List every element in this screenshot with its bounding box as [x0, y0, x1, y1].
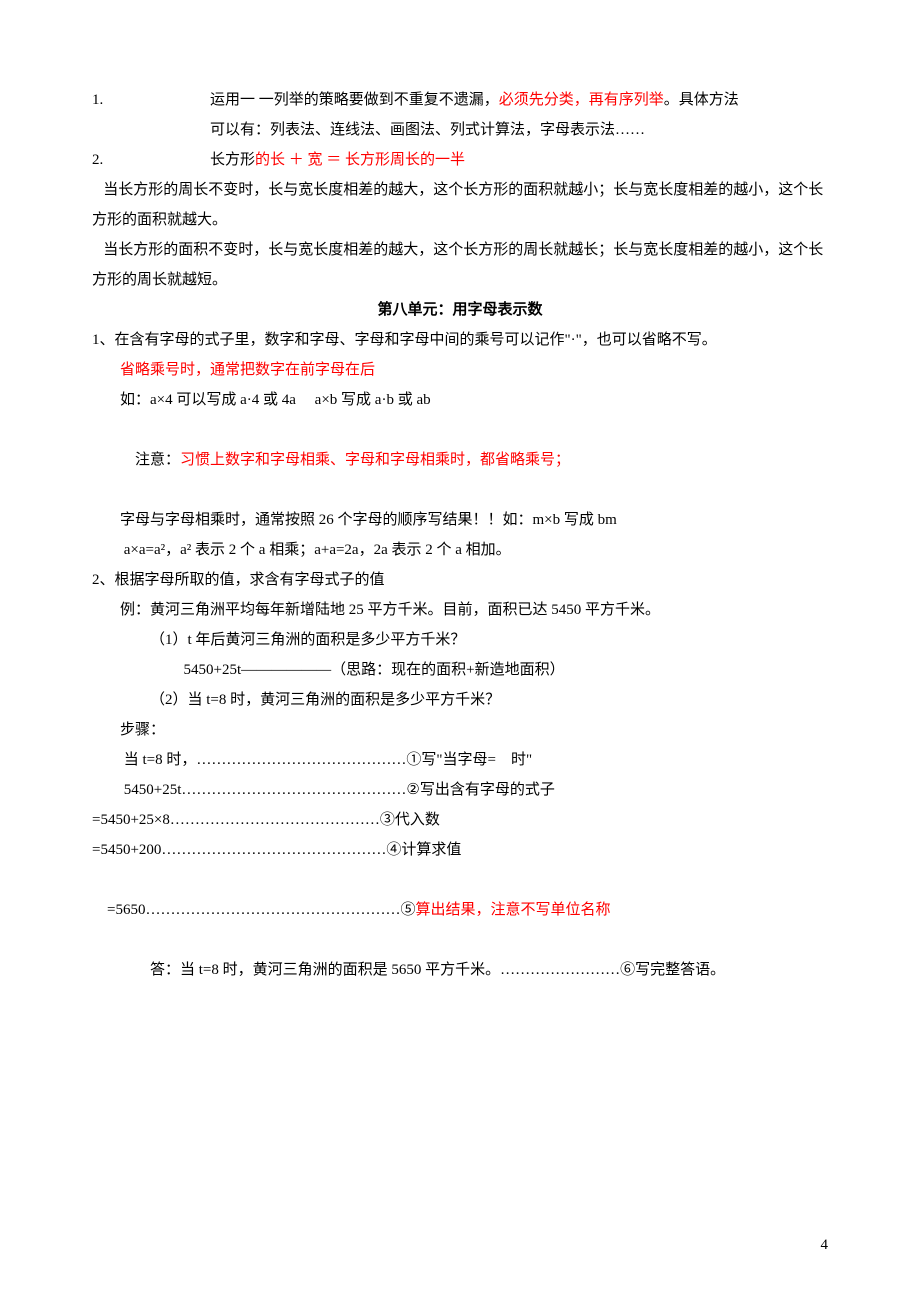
item-text: 可以有：列表法、连线法、画图法、列式计算法，字母表示法……	[210, 115, 828, 145]
question-2: （2）当 t=8 时，黄河三角洲的面积是多少平方千米？	[92, 685, 828, 715]
question-1-answer: 5450+25t——————（思路：现在的面积+新造地面积）	[92, 655, 828, 685]
step-5-pre: =5650……………………………………………⑤	[107, 902, 415, 918]
section-1-line: 1、在含有字母的式子里，数字和字母、字母和字母中间的乘号可以记作"·"，也可以省…	[92, 325, 828, 355]
highlight-text: 算出结果，注意不写单位名称	[415, 902, 610, 918]
highlight-text: 必须先分类，再有序列举	[499, 92, 664, 108]
section-2-line: 2、根据字母所取的值，求含有字母式子的值	[92, 565, 828, 595]
item-number: 2.	[92, 145, 210, 175]
paragraph: 当长方形的周长不变时，长与宽长度相差的越大，这个长方形的面积就越小；长与宽长度相…	[92, 175, 828, 235]
text-line: a×a=a²，a² 表示 2 个 a 相乘；a+a=2a，2a 表示 2 个 a…	[92, 535, 828, 565]
highlight-line: 省略乘号时，通常把数字在前字母在后	[92, 355, 828, 385]
text-line: 字母与字母相乘时，通常按照 26 个字母的顺序写结果！！如：m×b 写成 bm	[92, 505, 828, 535]
text-post: 。具体方法	[664, 92, 739, 108]
example-line: 如：a×4 可以写成 a·4 或 4a a×b 写成 a·b 或 ab	[92, 385, 828, 415]
step-1: 当 t=8 时，……………………………………①写"当字母= 时"	[92, 745, 828, 775]
text-pre: 运用一 一列举的策略要做到不重复不遗漏，	[210, 92, 499, 108]
item-2: 2. 长方形的长 ＋ 宽 ＝ 长方形周长的一半	[92, 145, 828, 175]
question-1: （1）t 年后黄河三角洲的面积是多少平方千米？	[92, 625, 828, 655]
highlight-text: 习惯上数字和字母相乘、字母和字母相乘时，都省略乘号；	[180, 452, 570, 468]
text-pre: 长方形	[210, 152, 255, 168]
item-text: 运用一 一列举的策略要做到不重复不遗漏，必须先分类，再有序列举。具体方法	[210, 85, 828, 115]
item-1-cont: 可以有：列表法、连线法、画图法、列式计算法，字母表示法……	[92, 115, 828, 145]
step-5: =5650……………………………………………⑤算出结果，注意不写单位名称	[92, 865, 828, 955]
step-2: 5450+25t………………………………………②写出含有字母的式子	[92, 775, 828, 805]
document-body: 1. 运用一 一列举的策略要做到不重复不遗漏，必须先分类，再有序列举。具体方法 …	[92, 85, 828, 985]
example-intro: 例：黄河三角洲平均每年新增陆地 25 平方千米。目前，面积已达 5450 平方千…	[92, 595, 828, 625]
note-prefix: 注意：	[135, 452, 180, 468]
answer-line: 答：当 t=8 时，黄河三角洲的面积是 5650 平方千米。……………………⑥写…	[92, 955, 828, 985]
item-text: 长方形的长 ＋ 宽 ＝ 长方形周长的一半	[210, 145, 828, 175]
step-4: =5450+200………………………………………④计算求值	[92, 835, 828, 865]
note-line: 注意：习惯上数字和字母相乘、字母和字母相乘时，都省略乘号；	[92, 415, 828, 505]
steps-label: 步骤：	[92, 715, 828, 745]
item-1: 1. 运用一 一列举的策略要做到不重复不遗漏，必须先分类，再有序列举。具体方法	[92, 85, 828, 115]
step-3: =5450+25×8……………………………………③代入数	[92, 805, 828, 835]
item-number: 1.	[92, 85, 210, 115]
unit-title: 第八单元：用字母表示数	[92, 295, 828, 325]
paragraph: 当长方形的面积不变时，长与宽长度相差的越大，这个长方形的周长就越长；长与宽长度相…	[92, 235, 828, 295]
highlight-text: 的长 ＋ 宽 ＝ 长方形周长的一半	[255, 152, 465, 168]
page-number: 4	[821, 1230, 829, 1260]
